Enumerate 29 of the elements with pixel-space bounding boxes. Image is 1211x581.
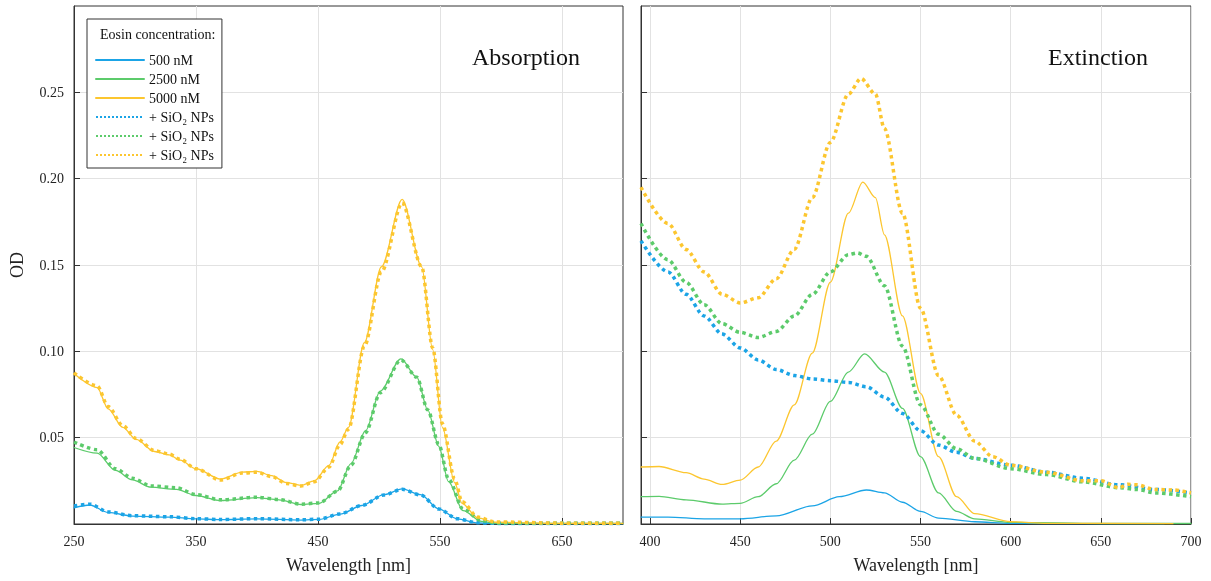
x-tick-label: 400 [639,533,661,549]
x-axis-title: Wavelength [nm] [285,555,412,575]
legend-label: + SiO₂ NPs [149,147,214,163]
text: Absorption [472,44,580,70]
x-tick-label: 450 [729,533,751,549]
legend-label: + SiO₂ NPs [149,109,214,125]
y-tick-label: 0.05 [39,430,64,446]
legend-label: 5000 nM [149,90,201,106]
x-tick-label: 650 [551,533,573,549]
x-tick-label: 550 [429,533,451,549]
x-tick-label: 600 [1000,533,1022,549]
text: Extinction [1048,44,1148,70]
x-tick-label: 500 [819,533,841,549]
x-tick-label: 250 [63,533,85,549]
y-tick-label: 0.20 [39,171,64,187]
legend-label: 2500 nM [149,71,201,87]
y-tick-label: 0.15 [39,257,64,273]
x-tick-label: 450 [307,533,329,549]
legend-title: Eosin concentration: [100,26,216,42]
y-tick-label: 0.10 [39,343,64,359]
x-tick-label: 350 [185,533,207,549]
y-tick-label: 0.25 [39,84,64,100]
y-axis-title: OD [7,252,27,278]
x-tick-label: 700 [1180,533,1202,549]
x-tick-label: 650 [1090,533,1112,549]
legend-label: + SiO₂ NPs [149,128,214,144]
legend-label: 500 nM [149,52,194,68]
x-tick-label: 550 [910,533,932,549]
x-axis-title: Wavelength [nm] [853,555,979,575]
